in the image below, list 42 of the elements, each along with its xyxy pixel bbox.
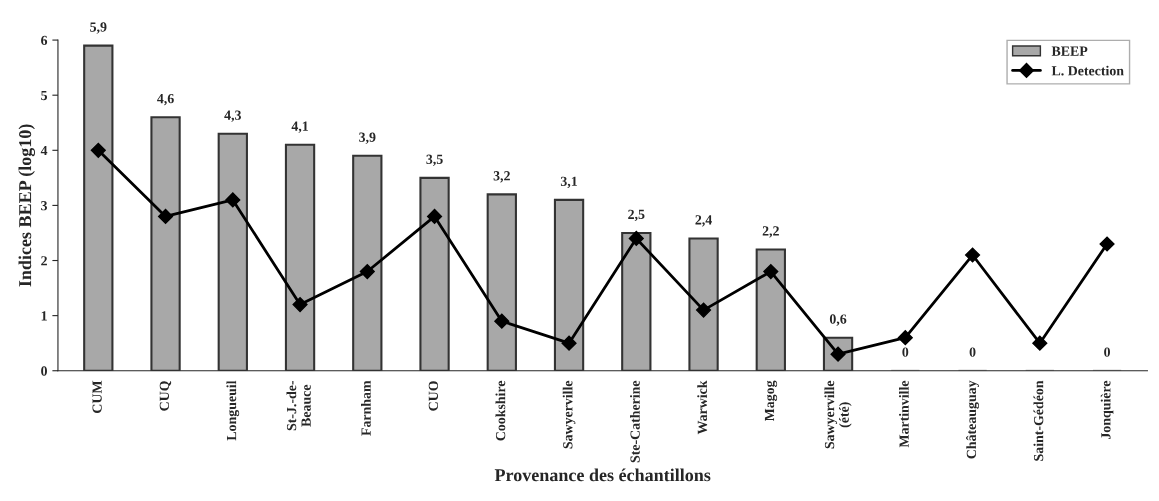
data-label: 2,4 <box>695 215 712 227</box>
y-tick-label: 5 <box>41 90 48 101</box>
x-axis-title: Provenance des échantillons <box>494 468 711 482</box>
data-label: 2,5 <box>628 209 645 222</box>
y-tick-label: 6 <box>41 35 48 46</box>
x-tick-label: Sawyerville <box>562 380 576 449</box>
x-tick-label: Martinville <box>899 380 909 448</box>
x-tick-label: CUO <box>428 381 439 411</box>
x-tick-label: Sawyerville (été) <box>824 380 852 449</box>
y-tick-label: 4 <box>40 145 48 156</box>
data-label: 3,1 <box>560 176 578 188</box>
data-label: 0 <box>902 347 909 357</box>
x-tick-label: Ste-Catherine <box>630 380 640 463</box>
data-label: 5,9 <box>90 22 107 34</box>
y-tick-label: 3 <box>41 201 48 211</box>
x-tick-label: CUM <box>92 380 102 413</box>
x-tick-label: Farnham <box>361 380 371 436</box>
x-tick-label: Châteauguay <box>966 380 979 459</box>
x-tick-label: Longueuil <box>226 380 240 441</box>
x-tick-label: Warwick <box>697 380 708 435</box>
data-label: 3,2 <box>493 171 510 183</box>
data-label: 0 <box>1104 347 1110 357</box>
legend-label: L. Detection <box>1051 65 1124 76</box>
x-tick-label: St-J.-de- Beauce <box>286 380 311 431</box>
x-tick-label: Magog <box>764 380 778 422</box>
data-label: 3,9 <box>359 132 376 144</box>
y-axis-title: Indices BEEP (log10) <box>18 124 36 287</box>
data-label: 2,2 <box>762 226 779 238</box>
data-label: 4,6 <box>157 93 174 106</box>
x-tick-label: CUQ <box>159 381 172 411</box>
x-tick-label: Cookshire <box>495 380 506 441</box>
x-tick-label: Jonquière <box>1100 380 1114 440</box>
data-label: 0,6 <box>829 314 847 326</box>
y-tick-label: 2 <box>41 256 47 266</box>
legend-label: BEEP <box>1051 46 1088 56</box>
y-tick-label: 1 <box>41 311 47 321</box>
data-label: 4,1 <box>291 121 309 133</box>
data-label: 0 <box>969 347 976 357</box>
y-tick-label: 0 <box>41 366 47 376</box>
x-tick-label: Saint-Gédéon <box>1033 380 1044 461</box>
data-label: 4,3 <box>224 110 242 122</box>
data-label: 3,5 <box>426 154 443 166</box>
